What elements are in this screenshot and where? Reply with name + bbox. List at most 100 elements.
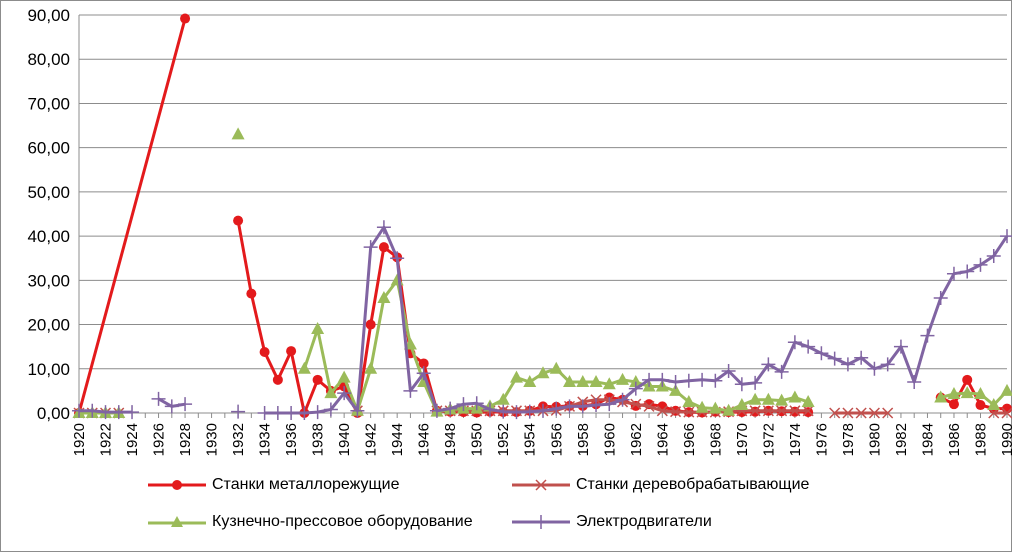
data-point xyxy=(272,374,283,385)
data-point xyxy=(656,405,668,417)
data-point xyxy=(948,399,959,410)
data-point xyxy=(882,407,894,419)
data-point xyxy=(364,361,378,374)
x-tick-label: 1942 xyxy=(363,423,380,456)
data-point xyxy=(749,405,761,417)
x-tick-label: 1938 xyxy=(310,423,327,456)
data-point xyxy=(575,399,590,414)
data-point xyxy=(748,392,762,405)
data-point xyxy=(960,264,975,279)
data-point xyxy=(259,346,270,357)
data-point xyxy=(655,372,670,387)
data-point xyxy=(563,375,577,388)
data-point xyxy=(85,403,100,418)
x-tick-label: 1946 xyxy=(416,423,433,456)
data-point xyxy=(363,240,378,255)
data-point xyxy=(72,403,86,418)
data-point xyxy=(920,328,935,343)
data-point xyxy=(233,215,244,226)
data-point xyxy=(390,251,405,266)
data-point xyxy=(987,398,1001,411)
y-tick-label: 0,00 xyxy=(37,404,70,423)
data-point xyxy=(789,405,801,417)
data-point xyxy=(801,394,815,407)
data-point xyxy=(761,357,776,372)
x-tick-label: 1960 xyxy=(601,423,618,456)
x-tick-label: 1930 xyxy=(204,423,221,456)
x-tick-label: 1954 xyxy=(522,423,539,456)
data-point xyxy=(1000,383,1012,396)
legend-label: Электродвигатели xyxy=(576,513,712,530)
x-tick-label: 1928 xyxy=(177,423,194,456)
data-point xyxy=(787,335,802,350)
data-point xyxy=(589,398,604,413)
data-point xyxy=(151,391,166,406)
data-point xyxy=(1000,229,1012,244)
data-point xyxy=(536,403,550,418)
data-point xyxy=(456,397,471,412)
data-point xyxy=(562,399,577,414)
data-point xyxy=(735,398,749,411)
data-point xyxy=(509,405,524,420)
data-point xyxy=(681,373,696,388)
data-point xyxy=(827,351,842,366)
y-tick-label: 20,00 xyxy=(27,316,70,335)
y-tick-label: 30,00 xyxy=(27,271,70,290)
data-point xyxy=(549,361,563,374)
x-tick-label: 1982 xyxy=(893,423,910,456)
data-point xyxy=(734,377,749,392)
x-tick-label: 1940 xyxy=(336,423,353,456)
data-point xyxy=(312,374,323,385)
data-point xyxy=(576,375,590,388)
data-point xyxy=(469,396,484,411)
data-point xyxy=(708,373,723,388)
data-point xyxy=(416,366,431,381)
data-point xyxy=(629,375,643,388)
data-point xyxy=(708,401,722,414)
data-point xyxy=(934,390,948,403)
data-point xyxy=(761,392,775,405)
data-point xyxy=(722,403,736,416)
x-tick-label: 1952 xyxy=(495,423,512,456)
data-point xyxy=(682,394,696,407)
data-point xyxy=(973,257,988,272)
x-tick-label: 1988 xyxy=(972,423,989,456)
data-point xyxy=(643,400,655,412)
data-point xyxy=(496,404,511,419)
legend-item-metal-cutting: Станки металлорежущие xyxy=(148,476,399,494)
y-tick-label: 60,00 xyxy=(27,139,70,158)
data-point xyxy=(801,339,816,354)
data-point xyxy=(337,370,351,383)
data-point xyxy=(973,386,987,399)
series-line xyxy=(77,18,187,414)
x-tick-label: 1920 xyxy=(71,423,88,456)
data-point xyxy=(867,361,882,376)
x-tick-label: 1984 xyxy=(919,423,936,456)
data-point xyxy=(509,370,523,383)
data-point xyxy=(668,375,683,390)
data-point xyxy=(297,406,312,420)
data-point xyxy=(602,397,617,412)
legend-marker-plus xyxy=(512,515,570,529)
series-line xyxy=(236,220,809,415)
data-point xyxy=(880,357,895,372)
x-tick-label: 1986 xyxy=(946,423,963,456)
data-point xyxy=(324,386,338,399)
data-point xyxy=(986,249,1001,264)
data-point xyxy=(762,405,774,417)
data-point xyxy=(378,242,389,253)
data-point xyxy=(523,375,537,388)
data-point xyxy=(231,404,246,419)
x-tick-label: 1932 xyxy=(230,423,247,456)
x-tick-label: 1958 xyxy=(575,423,592,456)
data-point xyxy=(802,405,814,417)
data-point xyxy=(946,266,961,281)
data-point xyxy=(549,401,564,416)
legend-label: Кузнечно-прессовое оборудование xyxy=(212,513,473,530)
data-point xyxy=(774,364,789,379)
data-point xyxy=(642,372,657,387)
x-tick-label: 1974 xyxy=(787,423,804,456)
data-point xyxy=(788,390,802,403)
data-point xyxy=(111,405,126,420)
